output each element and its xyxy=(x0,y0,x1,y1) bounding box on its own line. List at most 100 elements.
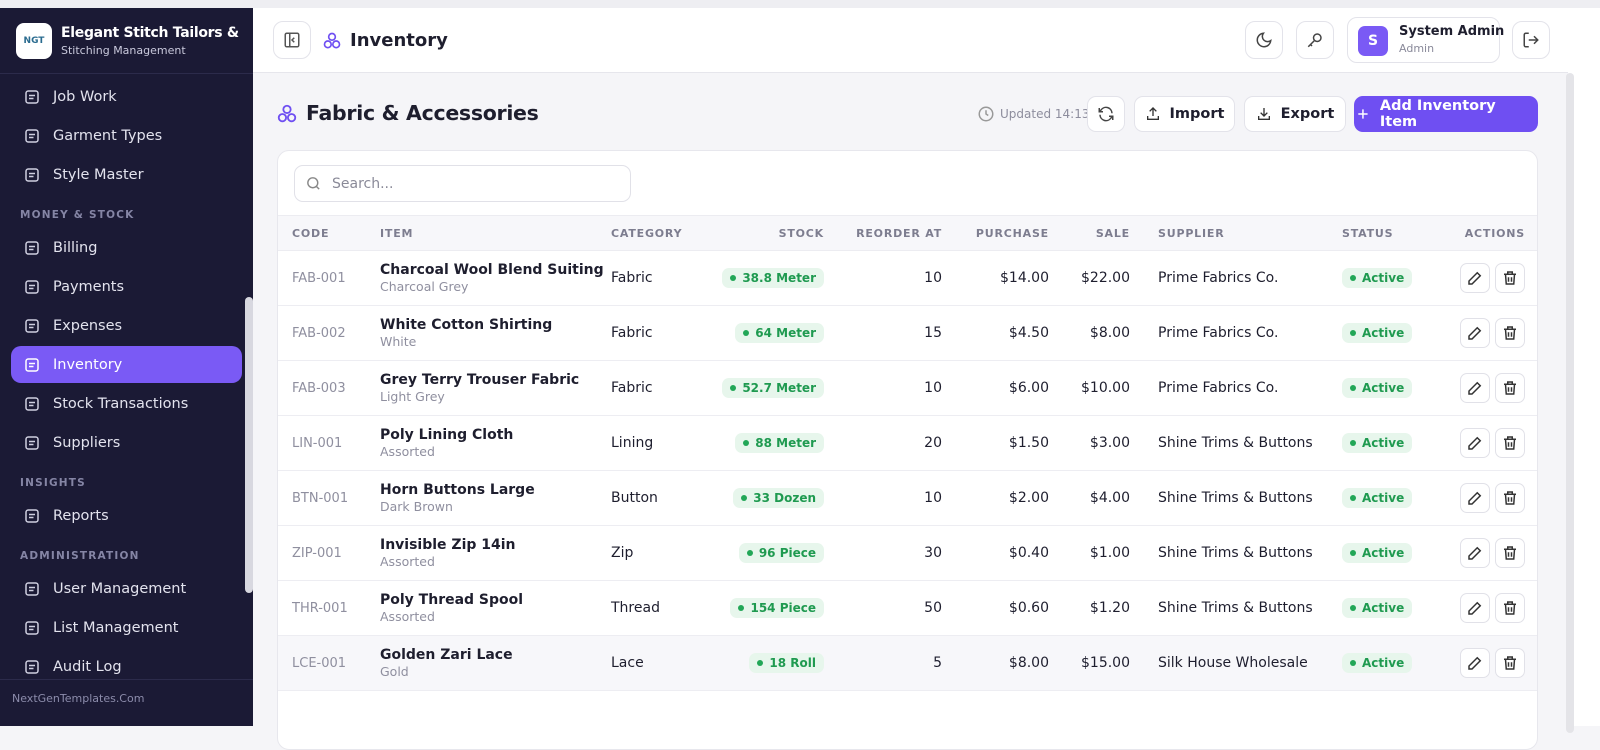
header-title: Inventory xyxy=(350,30,448,51)
item-cell: Charcoal Wool Blend Suiting Charcoal Grey xyxy=(366,250,604,306)
export-button[interactable]: Export xyxy=(1244,96,1346,132)
delete-button[interactable] xyxy=(1495,428,1525,458)
add-button[interactable]: Add Inventory Item xyxy=(1354,96,1538,132)
code-cell: FAB-002 xyxy=(278,305,366,361)
stock-cell: 52.7 Meter xyxy=(701,360,838,416)
category-cell: Fabric xyxy=(597,250,701,306)
reorder-cell: 5 xyxy=(838,635,956,691)
edit-button[interactable] xyxy=(1460,648,1490,678)
edit-button[interactable] xyxy=(1460,428,1490,458)
nav-label: Billing xyxy=(53,239,98,256)
icon xyxy=(25,279,39,294)
stock-cell: 96 Piece xyxy=(701,525,838,581)
nav-label: Suppliers xyxy=(53,434,121,451)
nav-label: Job Work xyxy=(53,88,117,105)
nav-label: Garment Types xyxy=(53,127,163,144)
refresh-button[interactable] xyxy=(1087,96,1125,132)
nav-label: Reports xyxy=(53,507,109,524)
key-button[interactable] xyxy=(1296,21,1334,59)
edit-button[interactable] xyxy=(1460,373,1490,403)
purchase-cell: $0.40 xyxy=(956,525,1063,581)
delete-button[interactable] xyxy=(1495,263,1525,293)
icon xyxy=(1504,601,1516,615)
delete-button[interactable] xyxy=(1495,373,1525,403)
import-button[interactable]: Import xyxy=(1134,96,1235,132)
actions-cell xyxy=(1431,415,1537,471)
nav-label: Inventory xyxy=(53,356,123,373)
column-header: PURCHASE xyxy=(956,215,1063,251)
code-cell: THR-001 xyxy=(278,580,366,636)
icon xyxy=(25,318,39,333)
nav-label: Payments xyxy=(53,278,125,295)
delete-button[interactable] xyxy=(1495,483,1525,513)
purchase-cell: $2.00 xyxy=(956,470,1063,526)
icon xyxy=(25,396,39,411)
icon xyxy=(25,508,39,523)
brand-subtitle: Stitching Management xyxy=(61,43,186,57)
status-cell: Active xyxy=(1328,580,1431,636)
nav-label: Expenses xyxy=(53,317,123,334)
edit-button[interactable] xyxy=(1460,593,1490,623)
nav-item[interactable]: Reports xyxy=(11,497,242,534)
edit-button[interactable] xyxy=(1460,263,1490,293)
item-cell: White Cotton Shirting White xyxy=(366,305,597,361)
delete-button[interactable] xyxy=(1495,593,1525,623)
icon xyxy=(1468,656,1482,670)
sidebar-toggle[interactable] xyxy=(273,21,311,59)
nav-item[interactable]: Payments xyxy=(11,268,242,305)
nav-item[interactable]: List Management xyxy=(11,609,242,646)
stock-badge: 88 Meter xyxy=(735,433,824,453)
code-cell: ZIP-001 xyxy=(278,525,366,581)
nav-item[interactable]: Billing xyxy=(11,229,242,266)
sale-cell: $3.00 xyxy=(1063,415,1144,471)
table-header: CODE ITEM CATEGORY STOCK REORDER AT PURCHASE S… xyxy=(278,215,1537,251)
nav-item[interactable]: Style Master xyxy=(11,156,242,193)
nav-item[interactable]: Stock Transactions xyxy=(11,385,242,422)
brand-name: Elegant Stitch Tailors & Bou xyxy=(61,24,241,41)
theme-toggle[interactable] xyxy=(1245,21,1283,59)
status-cell: Active xyxy=(1328,470,1431,526)
column-header: CATEGORY xyxy=(597,215,701,251)
sidebar-footer: NextGenTemplates.Com xyxy=(0,679,253,726)
sale-cell: $1.00 xyxy=(1063,525,1144,581)
section-title: MONEY & STOCK xyxy=(20,209,135,221)
purchase-cell: $6.00 xyxy=(956,360,1063,416)
stock-badge: 64 Meter xyxy=(735,323,824,343)
icon xyxy=(1468,546,1482,560)
delete-button[interactable] xyxy=(1495,538,1525,568)
edit-button[interactable] xyxy=(1460,318,1490,348)
item-variant: White xyxy=(380,334,417,349)
delete-button[interactable] xyxy=(1495,318,1525,348)
sidebar-scrollbar xyxy=(245,297,253,593)
supplier-cell: Silk House Wholesale xyxy=(1144,635,1328,691)
code-cell: LIN-001 xyxy=(278,415,366,471)
sale-cell: $10.00 xyxy=(1063,360,1144,416)
stock-badge: 18 Roll xyxy=(749,653,824,673)
nav-item[interactable]: Expenses xyxy=(11,307,242,344)
edit-button[interactable] xyxy=(1460,538,1490,568)
nav-label: List Management xyxy=(53,619,179,636)
table-row: BTN-001 Horn Buttons Large Dark Brown Butto… xyxy=(278,470,1537,526)
user-menu[interactable]: S System Admin Admin xyxy=(1347,17,1504,63)
category-cell: Lace xyxy=(597,635,701,691)
search-box[interactable]: Search... xyxy=(294,165,631,202)
stock-cell: 18 Roll xyxy=(701,635,838,691)
icon xyxy=(1468,326,1482,340)
edit-button[interactable] xyxy=(1460,483,1490,513)
logout-button[interactable] xyxy=(1512,21,1550,59)
stock-cell: 33 Dozen xyxy=(701,470,838,526)
item-cell: Poly Lining Cloth Assorted xyxy=(366,415,597,471)
nav-item[interactable]: Job Work xyxy=(11,78,242,115)
item-name: Golden Zari Lace xyxy=(380,647,513,663)
section-title: INSIGHTS xyxy=(20,477,86,489)
page-title: Fabric & Accessories xyxy=(306,101,539,125)
nav-item[interactable]: Inventory xyxy=(11,346,242,383)
nav-item[interactable]: Suppliers xyxy=(11,424,242,461)
nav-item[interactable]: Garment Types xyxy=(11,117,242,154)
status-badge: Active xyxy=(1342,433,1413,453)
nav-item[interactable]: Audit Log xyxy=(11,648,242,685)
delete-button[interactable] xyxy=(1495,648,1525,678)
sale-cell: $8.00 xyxy=(1063,305,1144,361)
supplier-cell: Prime Fabrics Co. xyxy=(1144,305,1328,361)
nav-item[interactable]: User Management xyxy=(11,570,242,607)
